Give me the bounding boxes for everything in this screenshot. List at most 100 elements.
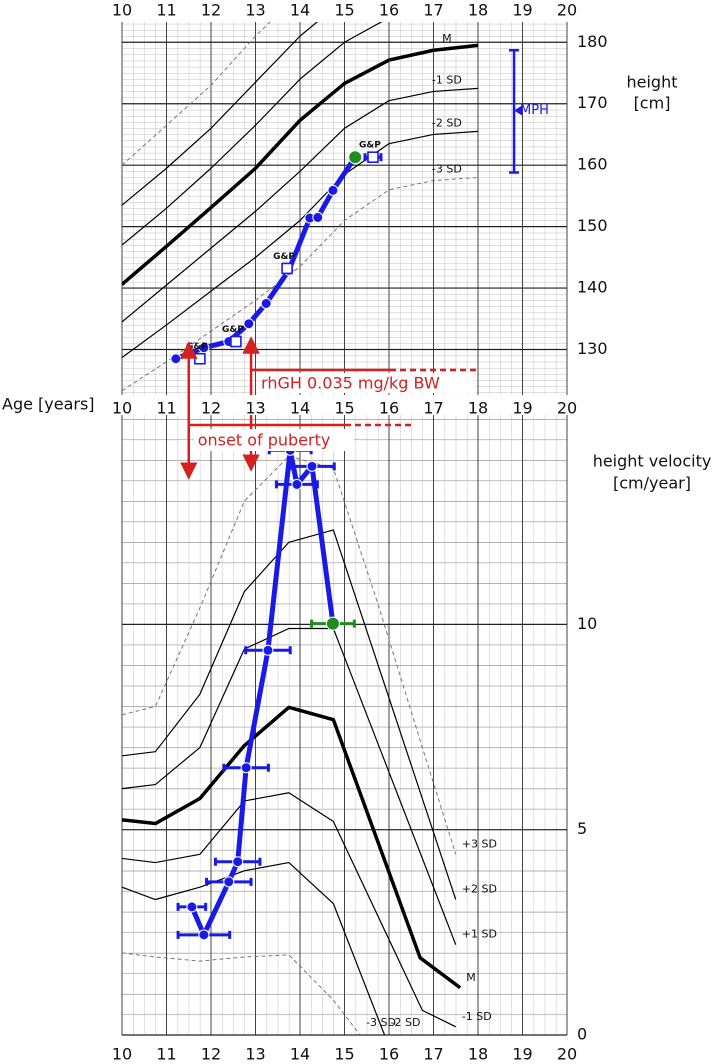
x-tick-label: 18 xyxy=(468,399,488,418)
x-tick-label: 13 xyxy=(245,1,265,20)
x-tick-label: 15 xyxy=(334,399,354,418)
reference-curve xyxy=(122,529,457,900)
data-point xyxy=(240,762,252,774)
x-tick-label: 13 xyxy=(245,399,265,418)
y-tick-label: 130 xyxy=(577,339,608,358)
y-axis-label: height velocity xyxy=(593,452,712,471)
x-tick-label: 14 xyxy=(290,399,310,418)
mph-range xyxy=(509,49,520,174)
curve-label: M xyxy=(442,32,452,45)
point-label: G&P xyxy=(222,325,244,335)
x-tick-label: 12 xyxy=(201,1,221,20)
x-tick-label: 11 xyxy=(156,1,176,20)
y-tick-label: 0 xyxy=(577,1025,587,1044)
x-tick-label: 19 xyxy=(512,399,532,418)
patient-line xyxy=(174,155,358,362)
x-axis-label: Age [years] xyxy=(2,395,95,414)
y-axis-label: [cm/year] xyxy=(613,474,691,493)
y-tick-label: 180 xyxy=(577,32,608,51)
bone-age-point xyxy=(230,335,242,348)
patient-line xyxy=(122,22,318,206)
x-tick-label: 17 xyxy=(423,1045,443,1064)
reference-curve xyxy=(122,792,457,1028)
curve-label: -2 SD xyxy=(391,1016,421,1029)
data-point xyxy=(306,460,318,472)
curve-label: -3 SD xyxy=(366,1016,396,1029)
x-tick-label: 20 xyxy=(557,1045,577,1064)
x-tick-label: 12 xyxy=(201,1045,221,1064)
x-tick-label: 19 xyxy=(512,1,532,20)
annotation-bg xyxy=(193,429,354,451)
x-tick-label: 16 xyxy=(379,399,399,418)
x-tick-label: 12 xyxy=(201,399,221,418)
reference-curve xyxy=(122,705,462,990)
x-tick-label: 17 xyxy=(423,1,443,20)
x-tick-label: 20 xyxy=(557,399,577,418)
x-tick-label: 18 xyxy=(468,1,488,20)
x-tick-label: 11 xyxy=(156,1045,176,1064)
point-label: G&P xyxy=(273,252,295,262)
y-tick-label: 160 xyxy=(577,155,608,174)
data-point xyxy=(243,318,255,330)
x-tick-label: 15 xyxy=(334,1045,354,1064)
y-tick-label: 140 xyxy=(577,278,608,297)
patient-line xyxy=(122,22,383,246)
x-tick-label: 18 xyxy=(468,1045,488,1064)
x-tick-label: 10 xyxy=(112,1045,132,1064)
x-tick-label: 20 xyxy=(557,1,577,20)
x-tick-label: 14 xyxy=(290,1,310,20)
point-label: G&P xyxy=(359,141,381,151)
bone-age-point xyxy=(281,262,293,275)
x-tick-label: 19 xyxy=(512,1045,532,1064)
curve-label: -3 SD xyxy=(432,163,462,176)
curve-label: +2 SD xyxy=(462,883,497,896)
x-tick-label: 13 xyxy=(245,1045,265,1064)
data-point xyxy=(291,478,303,490)
curve-label: M xyxy=(466,971,476,984)
annotation-bg xyxy=(257,373,476,393)
reference-curve xyxy=(122,130,479,359)
plot-area xyxy=(122,447,462,1035)
data-point xyxy=(186,901,198,913)
data-point xyxy=(260,297,272,309)
x-tick-label: 16 xyxy=(379,1045,399,1064)
patient-line xyxy=(122,22,271,166)
bone-age-point xyxy=(367,151,379,163)
data-point xyxy=(312,211,324,223)
data-point xyxy=(262,644,274,656)
annotation-text: rhGH 0.035 mg/kg BW xyxy=(261,374,440,393)
annotation-text: onset of puberty xyxy=(198,431,331,450)
reference-curve xyxy=(122,87,479,323)
curve-label: -1 SD xyxy=(432,74,462,87)
x-tick-label: 16 xyxy=(379,1,399,20)
y-tick-label: 150 xyxy=(577,216,608,235)
data-point xyxy=(232,856,244,868)
x-tick-label: 14 xyxy=(290,1045,310,1064)
data-point xyxy=(170,353,182,365)
mph-label: MPH xyxy=(520,103,549,118)
reference-curve xyxy=(122,43,479,286)
data-point xyxy=(327,184,339,196)
mph-marker xyxy=(514,105,523,116)
x-tick-label: 11 xyxy=(156,399,176,418)
y-axis-label: [cm] xyxy=(634,94,671,113)
data-point xyxy=(198,342,210,354)
curve-label: +3 SD xyxy=(462,837,497,850)
data-point xyxy=(198,929,210,941)
reference-curve xyxy=(122,455,457,855)
data-point xyxy=(325,616,340,631)
y-tick-label: 170 xyxy=(577,93,608,112)
bone-age-point xyxy=(194,352,206,365)
curve-label: +1 SD xyxy=(462,928,497,941)
plot-area xyxy=(122,22,479,392)
y-axis-label: height xyxy=(627,73,678,92)
x-tick-label: 10 xyxy=(112,399,132,418)
data-point xyxy=(348,150,363,165)
reference-curve xyxy=(122,861,386,1035)
y-tick-label: 10 xyxy=(577,614,597,633)
x-tick-label: 17 xyxy=(423,399,443,418)
y-tick-label: 5 xyxy=(577,819,587,838)
data-point xyxy=(223,876,235,888)
x-tick-label: 10 xyxy=(112,1,132,20)
